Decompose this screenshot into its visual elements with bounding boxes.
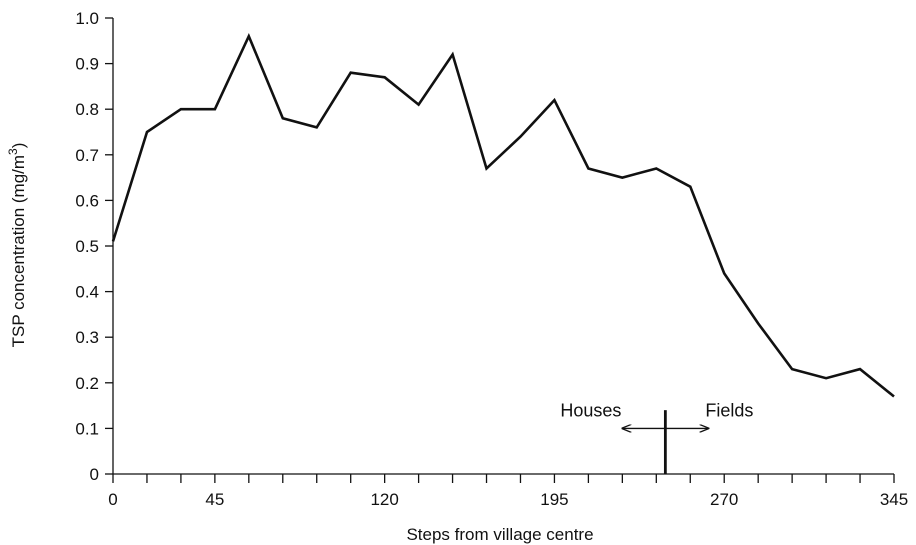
y-axis-title-close: ) xyxy=(9,143,28,149)
x-axis-title: Steps from village centre xyxy=(406,525,593,544)
y-tick-label: 0.8 xyxy=(75,100,99,119)
y-tick-label: 1.0 xyxy=(75,9,99,28)
y-tick-label: 0.1 xyxy=(75,419,99,438)
x-tick-label: 120 xyxy=(370,490,398,509)
houses-fields-annotation: Houses Fields xyxy=(560,400,753,474)
axes-group: 0 45 120 195 270 345 0 0.1 0.2 0.3 0.4 0.5 0.6 0.7 0.8… xyxy=(75,9,908,509)
x-tick-label: 270 xyxy=(710,490,738,509)
y-axis-title: TSP concentration (mg/m3) xyxy=(6,143,28,348)
x-tick-label: 45 xyxy=(205,490,224,509)
y-axis-title-main: TSP concentration (mg/m xyxy=(9,155,28,347)
y-tick-label: 0.2 xyxy=(75,374,99,393)
y-tick-label: 0 xyxy=(90,465,99,484)
y-tick-label: 0.9 xyxy=(75,55,99,74)
x-tick-label: 195 xyxy=(540,490,568,509)
tsp-concentration-line xyxy=(111,32,895,398)
y-tick-label: 0.4 xyxy=(75,283,99,302)
y-tick-label: 0.7 xyxy=(75,146,99,165)
y-tick-label: 0.6 xyxy=(75,191,99,210)
y-tick-label: 0.5 xyxy=(75,237,99,256)
x-tick-label: 0 xyxy=(108,490,117,509)
y-tick-label: 0.3 xyxy=(75,328,99,347)
y-axis-title-superscript: 3 xyxy=(6,148,20,155)
houses-label: Houses xyxy=(560,400,621,420)
series-group xyxy=(111,32,895,398)
fields-label: Fields xyxy=(705,400,753,420)
x-tick-label: 345 xyxy=(880,490,908,509)
